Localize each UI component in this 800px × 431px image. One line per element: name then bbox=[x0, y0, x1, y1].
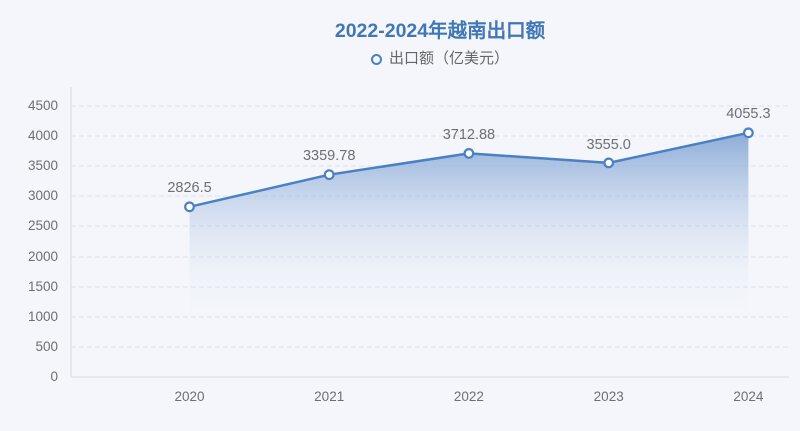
svg-text:1000: 1000 bbox=[28, 309, 58, 324]
svg-text:2021: 2021 bbox=[314, 389, 344, 404]
svg-text:4055.3: 4055.3 bbox=[726, 106, 770, 122]
svg-text:3712.88: 3712.88 bbox=[443, 127, 495, 143]
svg-text:2022: 2022 bbox=[454, 389, 484, 404]
svg-text:2020: 2020 bbox=[174, 389, 204, 404]
svg-text:3555.0: 3555.0 bbox=[587, 137, 631, 153]
svg-text:500: 500 bbox=[35, 339, 58, 354]
svg-text:4000: 4000 bbox=[28, 128, 58, 143]
svg-text:3500: 3500 bbox=[28, 158, 58, 173]
svg-text:3000: 3000 bbox=[28, 188, 58, 203]
svg-text:3359.78: 3359.78 bbox=[303, 148, 355, 164]
svg-text:2024: 2024 bbox=[733, 389, 764, 404]
svg-text:1500: 1500 bbox=[28, 279, 58, 294]
svg-text:0: 0 bbox=[50, 369, 58, 384]
svg-text:2000: 2000 bbox=[28, 249, 58, 264]
svg-text:2023: 2023 bbox=[594, 389, 624, 404]
svg-text:2826.5: 2826.5 bbox=[167, 180, 211, 196]
svg-text:4500: 4500 bbox=[28, 98, 58, 113]
svg-text:2500: 2500 bbox=[28, 218, 58, 233]
